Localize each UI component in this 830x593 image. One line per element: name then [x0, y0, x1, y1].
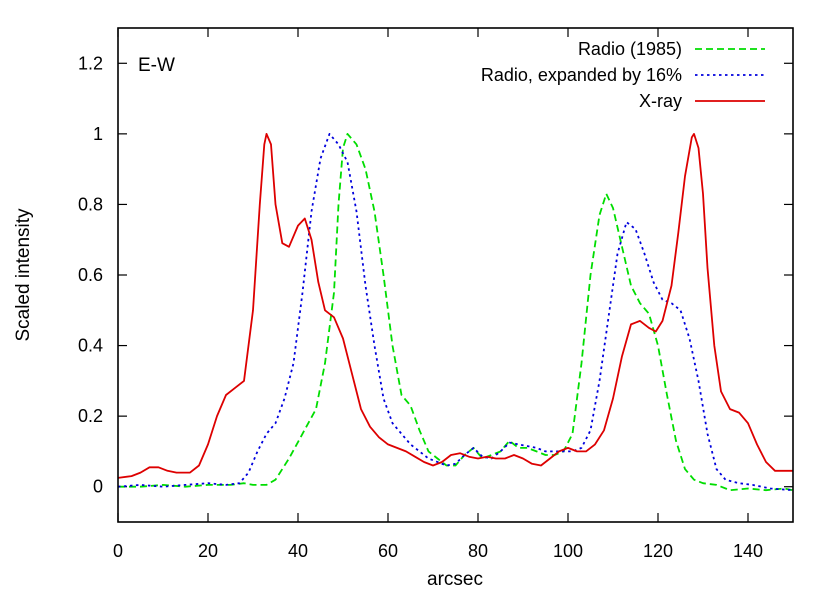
x-tick-label: 60	[378, 541, 398, 561]
y-tick-label: 0.8	[78, 194, 103, 214]
plot-frame	[117, 27, 794, 523]
y-tick-label: 0.6	[78, 265, 103, 285]
x-axis-label: arcsec	[427, 569, 483, 590]
y-tick-label: 0.4	[78, 336, 103, 356]
legend: Radio (1985) Radio, expanded by 16% X-ray	[481, 39, 765, 111]
y-tick-label: 0	[93, 477, 103, 497]
x-tick-label: 140	[733, 541, 763, 561]
series-line-x-ray	[117, 133, 793, 479]
x-tick-label: 20	[198, 541, 218, 561]
x-tick-label: 80	[468, 541, 488, 561]
legend-label: Radio, expanded by 16%	[481, 65, 682, 85]
x-tick-label: 40	[288, 541, 308, 561]
x-tick-label: 120	[643, 541, 673, 561]
legend-label: X-ray	[639, 91, 682, 111]
x-tick-label: 100	[553, 541, 583, 561]
y-tick-label: 1	[93, 124, 103, 144]
series-line-radio-1985	[118, 133, 794, 492]
legend-label: Radio (1985)	[578, 39, 682, 59]
y-axis-label: Scaled intensity	[13, 208, 34, 342]
series-line-radio-expanded-by-16	[117, 133, 794, 492]
x-tick-label: 0	[113, 541, 123, 561]
panel-annotation: E-W	[138, 55, 175, 76]
y-tick-label: 0.2	[78, 406, 103, 426]
y-tick-label: 1.2	[78, 53, 103, 73]
